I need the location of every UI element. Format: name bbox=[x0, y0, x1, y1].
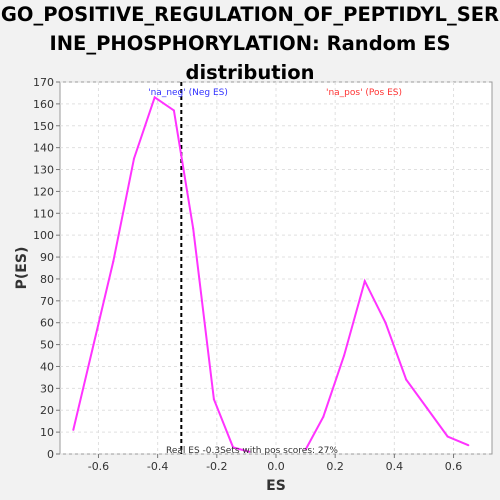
data-point bbox=[405, 378, 408, 381]
title-line-3: distribution bbox=[185, 61, 315, 84]
x-tick-label: 0.2 bbox=[326, 460, 344, 473]
data-point bbox=[212, 398, 215, 401]
y-tick-label: 110 bbox=[33, 207, 54, 220]
x-tick-label: -0.4 bbox=[147, 460, 168, 473]
series-group bbox=[72, 95, 470, 453]
y-tick-label: 60 bbox=[40, 317, 54, 330]
data-point bbox=[446, 435, 449, 438]
legend-entry-0: 'na_neg' (Neg ES) bbox=[148, 88, 228, 98]
y-tick-label: 130 bbox=[33, 164, 54, 177]
y-axis: 0 10 20 30 40 50 60 70 80 90 100 110 120 130 140 150 160… bbox=[33, 76, 60, 461]
y-tick-label: 90 bbox=[40, 251, 54, 264]
x-axis-label: ES bbox=[266, 478, 286, 494]
y-axis-label: P(ES) bbox=[14, 247, 30, 290]
title-line-2: INE_PHOSPHORYLATION: Random ES bbox=[49, 32, 451, 55]
data-point bbox=[192, 227, 195, 230]
y-tick-label: 0 bbox=[47, 448, 54, 461]
legend-entry-1: 'na_pos' (Pos ES) bbox=[326, 88, 402, 98]
y-tick-label: 150 bbox=[33, 120, 54, 133]
data-point bbox=[363, 280, 366, 283]
y-tick-label: 140 bbox=[33, 142, 54, 155]
y-tick-label: 30 bbox=[40, 382, 54, 395]
data-point bbox=[304, 448, 307, 451]
data-point bbox=[384, 321, 387, 324]
x-tick-label: 0.0 bbox=[267, 460, 285, 473]
y-tick-label: 70 bbox=[40, 295, 54, 308]
y-tick-label: 120 bbox=[33, 185, 54, 198]
data-point bbox=[72, 428, 75, 431]
data-point bbox=[112, 260, 115, 263]
x-tick-label: -0.2 bbox=[206, 460, 227, 473]
data-point bbox=[232, 446, 235, 449]
y-tick-label: 50 bbox=[40, 339, 54, 352]
data-point bbox=[132, 157, 135, 160]
x-tick-label: -0.6 bbox=[88, 460, 109, 473]
y-tick-label: 40 bbox=[40, 360, 54, 373]
y-tick-label: 10 bbox=[40, 426, 54, 439]
y-tick-label: 160 bbox=[33, 98, 54, 111]
grid bbox=[60, 81, 492, 455]
data-point bbox=[172, 109, 175, 112]
data-point bbox=[91, 347, 94, 350]
x-tick-label: 0.6 bbox=[445, 460, 463, 473]
x-axis: -0.6 -0.4 -0.2 0.0 0.2 0.4 0.6 bbox=[88, 454, 463, 473]
x-tick-label: 0.4 bbox=[386, 460, 404, 473]
data-point bbox=[153, 96, 156, 99]
legend: 'na_neg' (Neg ES) 'na_pos' (Pos ES) bbox=[148, 88, 402, 98]
y-tick-label: 100 bbox=[33, 229, 54, 242]
chart-title: GO_POSITIVE_REGULATION_OF_PEPTIDYL_SER I… bbox=[0, 0, 500, 87]
data-point bbox=[425, 407, 428, 410]
y-tick-label: 170 bbox=[33, 76, 54, 89]
data-point bbox=[322, 415, 325, 418]
real-es-annotation: Real ES -0.3Sets with pos scores: 27% bbox=[166, 446, 338, 456]
y-tick-label: 80 bbox=[40, 273, 54, 286]
title-line-1: GO_POSITIVE_REGULATION_OF_PEPTIDYL_SER bbox=[0, 3, 500, 26]
series-line-0 bbox=[72, 95, 250, 453]
data-point bbox=[248, 450, 251, 453]
y-tick-label: 20 bbox=[40, 404, 54, 417]
data-point bbox=[467, 444, 470, 447]
data-point bbox=[343, 354, 346, 357]
